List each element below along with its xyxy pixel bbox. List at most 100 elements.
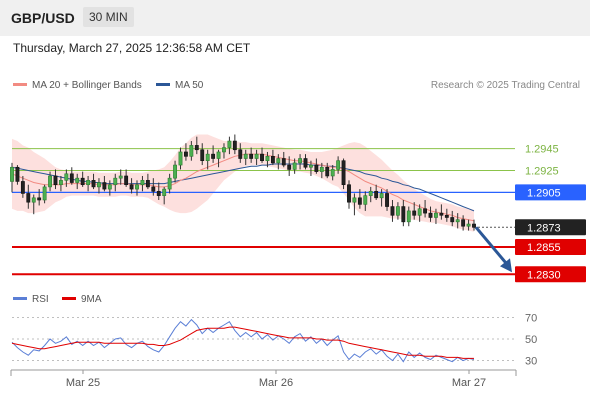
candle [48,171,52,192]
candle-body [145,180,150,188]
forecast-arrow [474,226,509,266]
candle [145,173,150,190]
candle [461,215,466,231]
candle-body [10,166,14,182]
candle-body [42,186,47,201]
candle [107,180,112,196]
candle-body [276,158,281,164]
level-label: 1.2830 [527,269,561,281]
candle [265,151,270,168]
candle [379,189,384,207]
candle [167,173,172,194]
candle-body [444,214,449,218]
candle-body [80,177,85,186]
candle [455,213,460,229]
candle-body [156,190,161,196]
candle-body [352,197,357,203]
candle [390,200,395,222]
legend-ma20-label: MA 20 + Bollinger Bands [32,80,142,91]
candle [428,206,433,222]
candle-body [423,208,428,214]
candle-body [287,164,292,170]
candle-body [368,190,373,196]
candle-body [178,151,183,166]
candle [118,169,123,185]
candle-body [363,195,368,205]
candle [347,180,351,209]
candle [156,182,161,201]
candle-body [357,197,362,205]
candle [254,149,259,166]
candle-body [183,151,188,157]
research-credit: Research © 2025 Trading Central [430,80,580,91]
candle-body [205,153,210,161]
candle [102,175,107,192]
candle [194,136,199,155]
rsi-legend-swatch [13,297,27,300]
rsi-tick-label: 70 [525,312,537,324]
legend-ma50-label: MA 50 [175,80,204,91]
candle-body [189,145,194,157]
candle [211,145,216,163]
candle [162,186,167,205]
candle-body [314,164,319,172]
candle [423,200,428,218]
candle-body [347,184,351,203]
candle [406,206,411,227]
candle-body [303,158,308,168]
candle [249,147,254,163]
ma9-legend-label: 9MA [81,294,102,305]
candle [205,149,210,170]
candle-body [325,166,330,177]
candle-body [113,177,118,186]
candle [314,158,319,174]
candle [227,136,232,155]
candle-body [417,208,422,216]
candle-body [97,182,101,188]
candle [173,160,177,183]
candle-body [298,158,303,164]
candle [374,184,379,201]
candle-body [227,140,232,148]
legend-ma50: MA 50 [156,80,203,91]
ma50-swatch [156,82,170,86]
level-label-bg [515,238,586,255]
timeframe-button[interactable]: 30 MIN [83,7,134,27]
candle-body [86,180,91,186]
rsi-line [11,318,475,363]
candle-body [232,140,237,151]
candle-body [140,180,145,186]
candle [243,149,248,166]
rsi-legend-label: RSI [32,294,49,305]
candle [37,189,42,206]
candle-body [69,173,74,183]
candle [363,191,368,211]
x-tick-label: Mar 25 [66,377,100,389]
rsi-tick-label: 30 [525,356,537,368]
candle-body [374,190,379,199]
candle-body [254,153,259,159]
candle [287,156,292,176]
candle [238,143,243,163]
x-tick-label: Mar 26 [259,377,293,389]
candle [178,147,183,170]
candle [276,154,281,170]
candle [352,193,357,216]
candle-body [319,166,324,172]
candle-body [390,206,395,216]
level-label: 1.2905 [527,187,561,199]
candle-body [200,149,205,161]
candle [368,186,373,203]
candle [401,200,406,227]
candle-body [48,175,52,188]
candle [97,178,101,194]
candle [200,143,205,166]
resistance-label: 1.2945 [525,144,559,156]
candle-body [450,217,455,223]
candle-body [401,206,406,223]
candle [336,156,341,174]
candle [26,184,31,209]
candle-body [455,219,460,223]
